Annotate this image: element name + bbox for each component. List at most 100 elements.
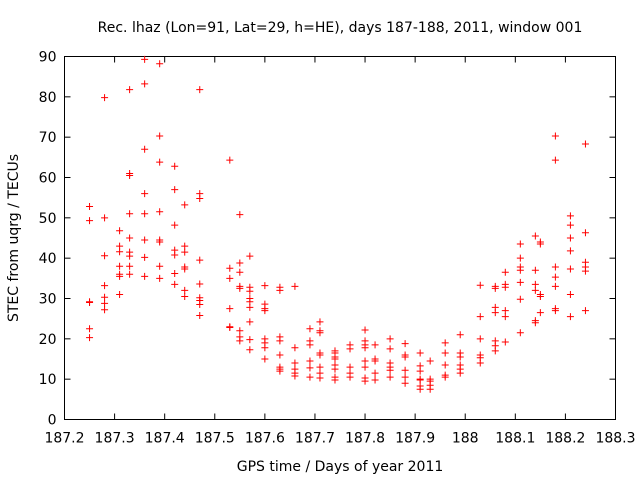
data-point-marker — [581, 307, 589, 315]
data-point-marker — [476, 359, 484, 367]
data-point-marker — [441, 349, 449, 357]
data-point-marker — [101, 252, 109, 260]
x-tick-label: 188.2 — [545, 431, 585, 447]
data-point-marker — [386, 373, 394, 381]
data-point-marker — [276, 351, 284, 359]
data-point-marker — [181, 292, 189, 300]
data-point-marker — [226, 305, 234, 313]
data-point-marker — [501, 283, 509, 291]
data-point-marker — [141, 55, 149, 63]
data-point-marker — [456, 369, 464, 377]
data-point-marker — [536, 292, 544, 300]
data-point-marker — [171, 221, 179, 229]
data-point-marker — [141, 253, 149, 261]
data-point-marker — [126, 252, 134, 260]
data-point-marker — [361, 357, 369, 365]
data-point-marker — [226, 156, 234, 164]
data-point-marker — [196, 311, 204, 319]
x-tick-label: 187.4 — [145, 431, 185, 447]
data-point-marker — [331, 376, 339, 384]
data-point-marker — [126, 262, 134, 270]
data-point-marker — [86, 203, 94, 211]
data-point-marker — [516, 295, 524, 303]
data-point-marker — [401, 373, 409, 381]
x-axis-label: GPS time / Days of year 2011 — [237, 459, 444, 475]
data-point-marker — [306, 357, 314, 365]
data-point-marker — [476, 281, 484, 289]
data-point-marker — [276, 337, 284, 345]
y-tick-label: 0 — [48, 413, 57, 429]
data-point-marker — [141, 236, 149, 244]
data-point-marker — [531, 286, 539, 294]
data-point-marker — [246, 287, 254, 295]
data-point-marker — [491, 284, 499, 292]
data-point-marker — [126, 86, 134, 94]
data-point-marker — [196, 256, 204, 264]
data-point-marker — [141, 210, 149, 218]
data-point-marker — [416, 385, 424, 393]
data-point-marker — [346, 373, 354, 381]
data-point-marker — [566, 290, 574, 298]
data-point-marker — [456, 353, 464, 361]
plot-frame — [64, 56, 616, 420]
data-point-marker — [236, 327, 244, 335]
y-tick-label: 70 — [39, 130, 57, 146]
data-point-marker — [516, 240, 524, 248]
data-point-marker — [291, 372, 299, 380]
data-point-marker — [371, 369, 379, 377]
x-tick-label: 188 — [452, 431, 479, 447]
data-point-marker — [126, 270, 134, 278]
x-tick-label: 187.6 — [245, 431, 285, 447]
data-point-marker — [246, 303, 254, 311]
data-point-marker — [261, 282, 269, 290]
data-point-marker — [331, 355, 339, 363]
x-tick-label: 187.2 — [44, 431, 84, 447]
data-point-marker — [181, 265, 189, 273]
data-point-marker — [531, 232, 539, 240]
data-points — [86, 55, 589, 393]
data-point-marker — [371, 341, 379, 349]
data-point-marker — [291, 282, 299, 290]
x-tick-label: 187.9 — [395, 431, 435, 447]
data-point-marker — [156, 238, 164, 246]
data-point-marker — [491, 347, 499, 355]
data-point-marker — [226, 324, 234, 332]
data-point-marker — [86, 217, 94, 225]
data-point-marker — [316, 318, 324, 326]
data-point-marker — [86, 334, 94, 342]
data-point-marker — [371, 357, 379, 365]
data-point-marker — [566, 265, 574, 273]
x-tick-label: 187.7 — [295, 431, 335, 447]
data-point-marker — [116, 248, 124, 256]
data-point-marker — [181, 201, 189, 209]
data-point-marker — [516, 278, 524, 286]
data-point-marker — [196, 86, 204, 94]
data-point-marker — [501, 268, 509, 276]
data-point-marker — [551, 132, 559, 140]
data-point-marker — [566, 234, 574, 242]
data-point-marker — [261, 344, 269, 352]
data-point-marker — [566, 212, 574, 220]
data-point-marker — [196, 194, 204, 202]
data-point-marker — [316, 329, 324, 337]
data-point-marker — [196, 280, 204, 288]
data-point-marker — [141, 145, 149, 153]
data-point-marker — [156, 274, 164, 282]
data-point-marker — [276, 367, 284, 375]
data-point-marker — [551, 282, 559, 290]
data-point-marker — [531, 319, 539, 327]
data-point-marker — [101, 214, 109, 222]
data-point-marker — [416, 367, 424, 375]
data-point-marker — [236, 268, 244, 276]
data-point-marker — [171, 186, 179, 194]
data-point-marker — [101, 306, 109, 314]
data-point-marker — [551, 263, 559, 271]
data-point-marker — [196, 301, 204, 309]
data-point-marker — [306, 373, 314, 381]
data-point-marker — [126, 210, 134, 218]
data-point-marker — [501, 338, 509, 346]
data-point-marker — [531, 280, 539, 288]
data-point-marker — [566, 221, 574, 229]
data-point-marker — [361, 344, 369, 352]
